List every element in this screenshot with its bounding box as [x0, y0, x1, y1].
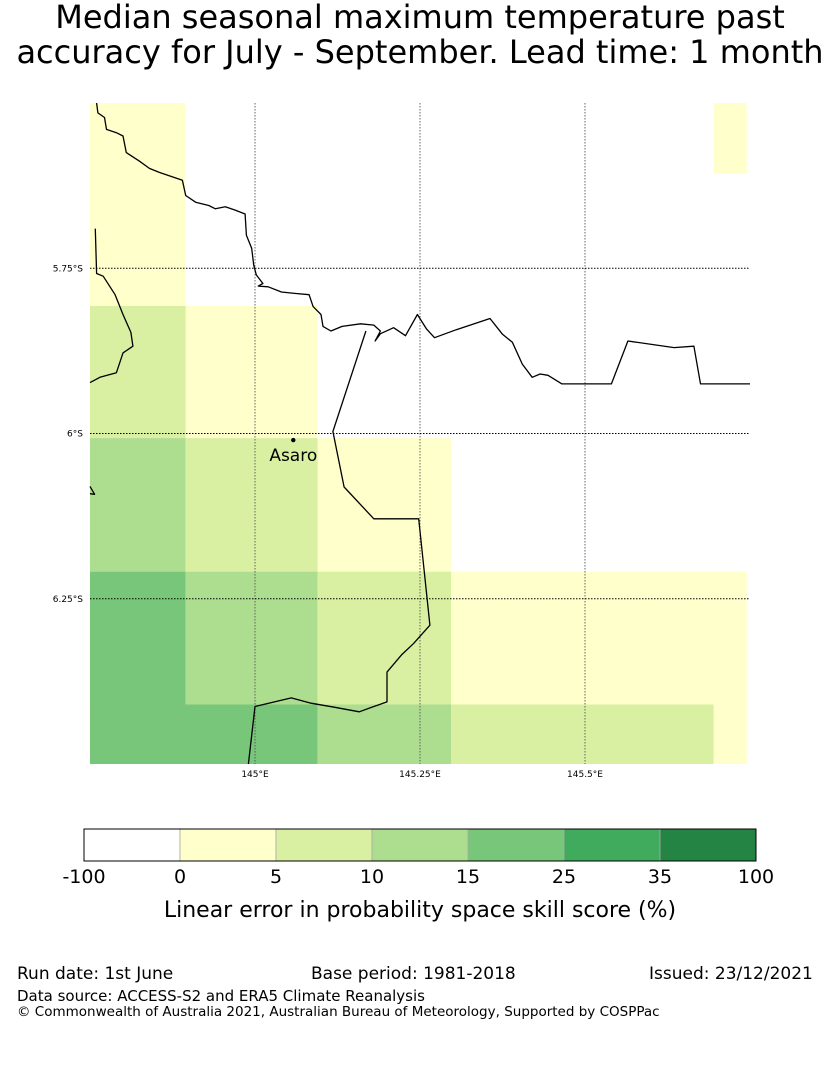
skill-cell	[90, 305, 186, 439]
boundary-line	[89, 486, 96, 495]
colorbar-segment	[371, 828, 469, 862]
colorbar-tick-label: 25	[552, 866, 576, 888]
base-period: Base period: 1981-2018	[311, 964, 516, 984]
colorbar: -100 0 5 10 15 25 35 100 Linear error in probabi…	[62, 828, 774, 923]
skill-cell	[185, 305, 318, 439]
colorbar-segment	[467, 828, 565, 862]
run-date: Run date: 1st June	[17, 964, 174, 984]
colorbar-tick-label: -100	[62, 866, 105, 888]
colorbar-tick-label: 10	[360, 866, 384, 888]
colorbar-segment	[179, 828, 277, 862]
skill-cell	[451, 571, 747, 705]
colorbar-segment	[275, 828, 373, 862]
map-title-line-2: accuracy for July - September. Lead time…	[16, 33, 824, 71]
lon-label: 145.5°E	[567, 770, 603, 780]
place-name: Asaro	[269, 446, 317, 466]
skill-cells	[90, 103, 747, 764]
lat-label: 5.75°S	[53, 264, 84, 274]
skill-score-map: 145°E 145.25°E 145.5°E 5.75°S 6°S 6.25°S Asar…	[53, 102, 774, 923]
skill-cell	[90, 103, 186, 306]
boundaries	[89, 102, 750, 765]
lat-label: 6°S	[67, 430, 83, 440]
boundary-line	[89, 228, 134, 384]
map-title-line-1: Median seasonal maximum temperature past	[55, 0, 785, 36]
skill-cell	[185, 438, 318, 572]
colorbar-frame	[83, 828, 757, 862]
skill-cell	[90, 571, 186, 705]
skill-cell	[90, 704, 318, 764]
data-source: Data source: ACCESS-S2 and ERA5 Climate …	[17, 987, 425, 1005]
colorbar-tick-label: 15	[456, 866, 480, 888]
lon-label: 145°E	[241, 770, 269, 780]
place-dot	[291, 437, 296, 443]
skill-cell	[317, 438, 452, 572]
skill-cell	[317, 704, 452, 764]
map-title: Median seasonal maximum temperature past…	[0, 0, 840, 70]
skill-cell	[451, 704, 714, 764]
colorbar-segment	[563, 828, 661, 862]
issued-date: Issued: 23/12/2021	[649, 964, 813, 984]
colorbar-tick-label: 0	[174, 866, 186, 888]
colorbar-label: Linear error in probability space skill …	[164, 898, 676, 923]
colorbar-tick-label: 100	[738, 866, 774, 888]
colorbar-segment	[659, 828, 757, 862]
gridlines	[90, 103, 750, 764]
skill-cell	[90, 438, 186, 572]
axis-labels: 145°E 145.25°E 145.5°E 5.75°S 6°S 6.25°S	[53, 264, 604, 780]
skill-cell	[713, 704, 747, 764]
colorbar-tick-label: 5	[270, 866, 282, 888]
copyright: © Commonwealth of Australia 2021, Austra…	[17, 1004, 660, 1020]
boundary-line	[247, 330, 431, 765]
skill-cell	[317, 571, 452, 705]
skill-cell	[185, 571, 318, 705]
colorbar-tick-label: 35	[648, 866, 672, 888]
lat-label: 6.25°S	[53, 595, 84, 605]
skill-cell	[713, 103, 747, 174]
colorbar-segment	[83, 828, 181, 862]
lon-label: 145.25°E	[399, 770, 441, 780]
place-marker: Asaro	[269, 437, 317, 466]
boundary-line	[95, 102, 750, 385]
